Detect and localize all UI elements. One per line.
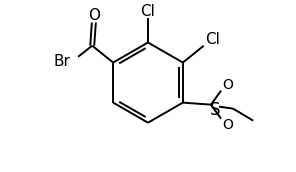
Text: Br: Br [54, 54, 70, 69]
Text: O: O [223, 78, 234, 92]
Text: S: S [210, 101, 220, 119]
Text: O: O [223, 118, 234, 132]
Text: Cl: Cl [205, 32, 220, 47]
Text: O: O [88, 8, 100, 23]
Text: Cl: Cl [141, 4, 155, 19]
